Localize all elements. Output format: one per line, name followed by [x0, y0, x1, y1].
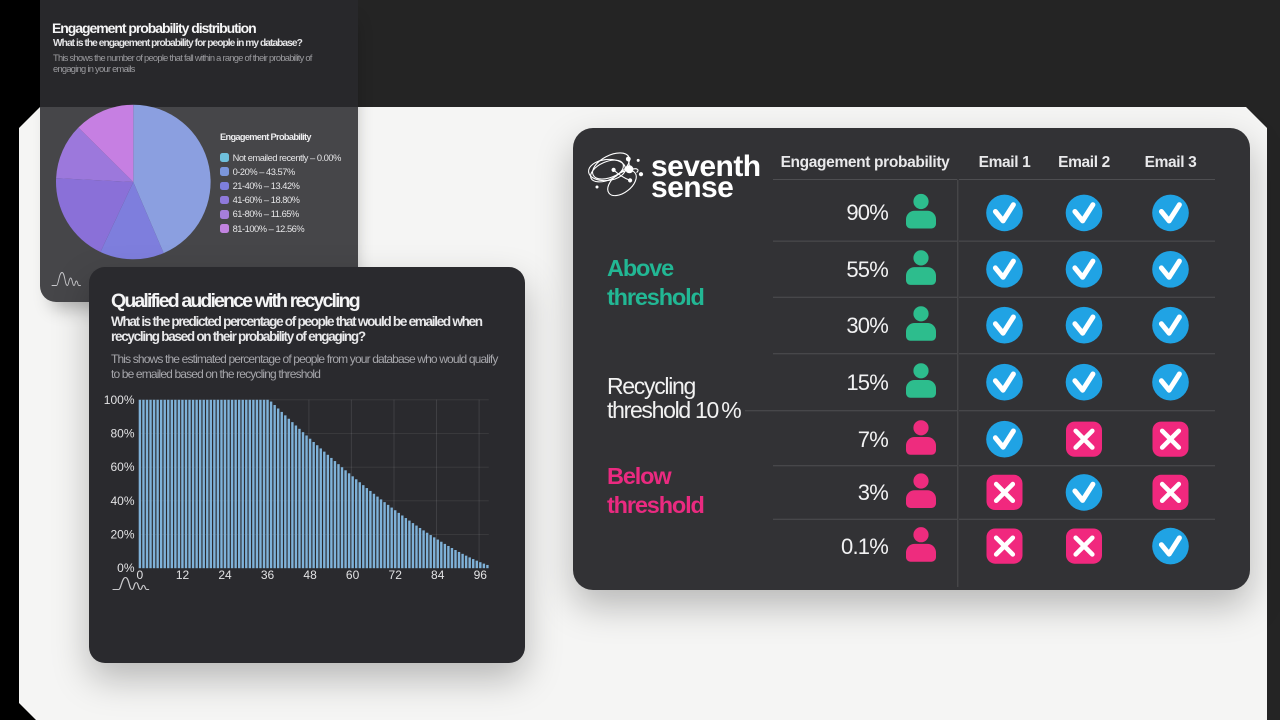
svg-text:84: 84 [431, 568, 445, 582]
svg-text:100%: 100% [104, 393, 135, 407]
svg-text:12: 12 [176, 568, 190, 582]
svg-text:48: 48 [303, 568, 317, 582]
svg-text:80%: 80% [110, 427, 134, 441]
svg-text:0: 0 [137, 568, 144, 582]
svg-text:20%: 20% [110, 528, 134, 542]
svg-text:96: 96 [474, 568, 488, 582]
svg-text:40%: 40% [110, 494, 134, 508]
svg-text:72: 72 [389, 568, 403, 582]
svg-text:0%: 0% [117, 561, 135, 575]
svg-text:36: 36 [261, 568, 275, 582]
svg-text:60%: 60% [110, 460, 134, 474]
svg-text:24: 24 [218, 568, 232, 582]
svg-text:60: 60 [346, 568, 360, 582]
